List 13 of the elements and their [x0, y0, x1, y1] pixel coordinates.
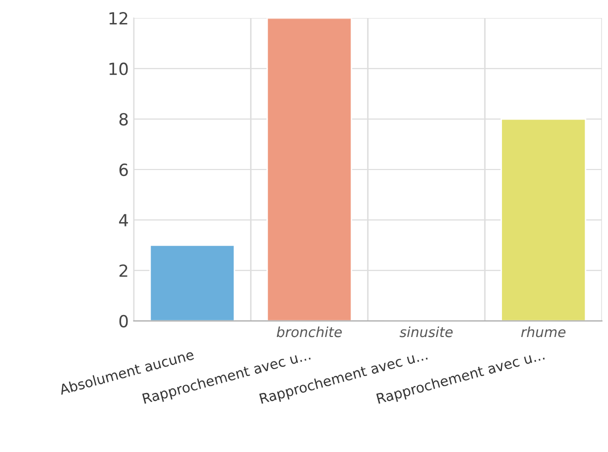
y-tick-label: 12	[110, 12, 128, 24]
text: bronchite	[276, 326, 342, 338]
bar	[500, 118, 586, 321]
y-tick-label: 0	[119, 314, 128, 328]
y-tick-label: 10	[110, 62, 128, 76]
bar	[266, 18, 352, 321]
y-tick-label: 6	[119, 163, 128, 176]
y-tick-label: 8	[119, 112, 128, 126]
y-tick-label: 2	[120, 264, 128, 277]
text: rhume	[521, 326, 566, 338]
text: sinusite	[400, 326, 453, 338]
y-tick-label: 4	[119, 214, 128, 226]
bar	[149, 244, 236, 321]
